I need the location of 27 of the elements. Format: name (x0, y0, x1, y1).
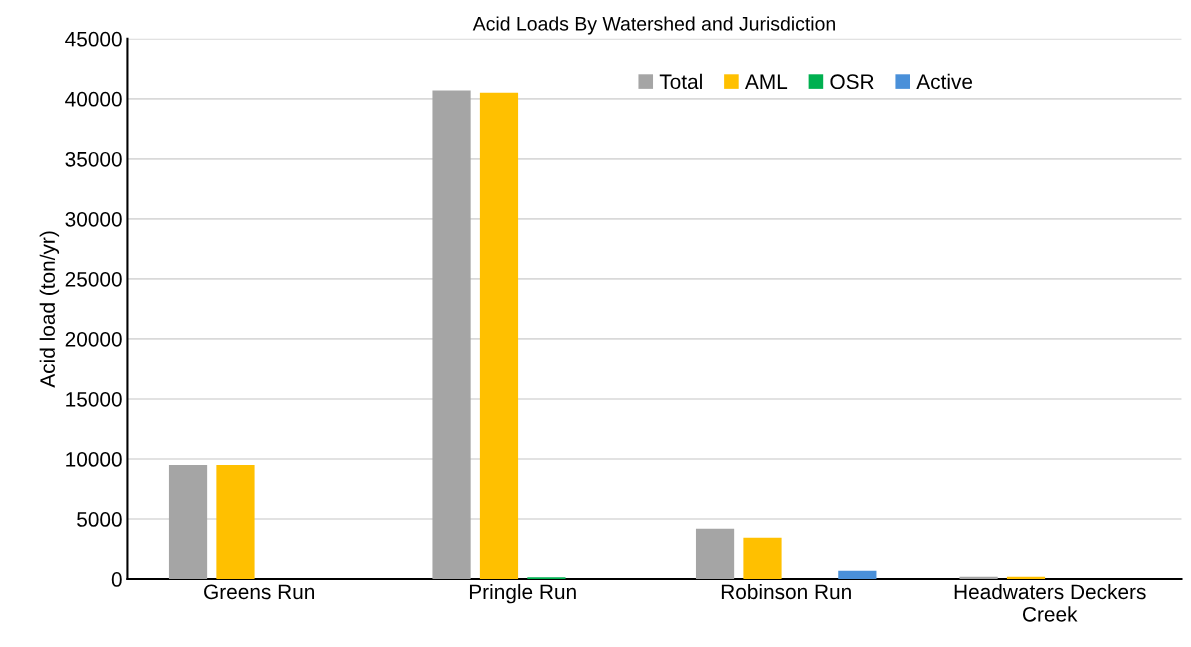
y-tick-label: 45000 (65, 31, 122, 47)
chart-title: Acid Loads By Watershed and Jurisdiction (472, 16, 835, 35)
y-tick-label: 5000 (77, 512, 122, 527)
legend-label: AML (744, 74, 788, 89)
y-tick-label: 20000 (65, 331, 122, 347)
bar (743, 537, 782, 580)
bar (168, 465, 208, 580)
y-tick-label: 30000 (65, 211, 122, 227)
bar (695, 528, 735, 580)
y-tick-label: 10000 (66, 452, 122, 467)
legend-label: Total (659, 73, 702, 90)
bar (479, 92, 519, 580)
y-tick-label: 35000 (65, 151, 122, 167)
bar (838, 570, 877, 580)
legend-label: Active (916, 73, 973, 90)
x-tick-label: Greens Run (204, 584, 315, 600)
x-tick-label: Robinson Run (721, 583, 851, 600)
y-tick-label: 25000 (65, 271, 122, 287)
legend-label: OSR (830, 74, 874, 90)
y-tick-label: 0 (111, 572, 122, 587)
x-tick-label: Headwaters Deckers Creek (954, 583, 1146, 622)
y-tick-label: 40000 (65, 91, 122, 107)
bar (216, 465, 255, 580)
bar (432, 90, 471, 580)
y-tick-label: 15000 (66, 391, 122, 407)
x-tick-label: Pringle Run (469, 583, 576, 604)
y-axis-title: Acid load (ton/yr) (39, 231, 60, 388)
